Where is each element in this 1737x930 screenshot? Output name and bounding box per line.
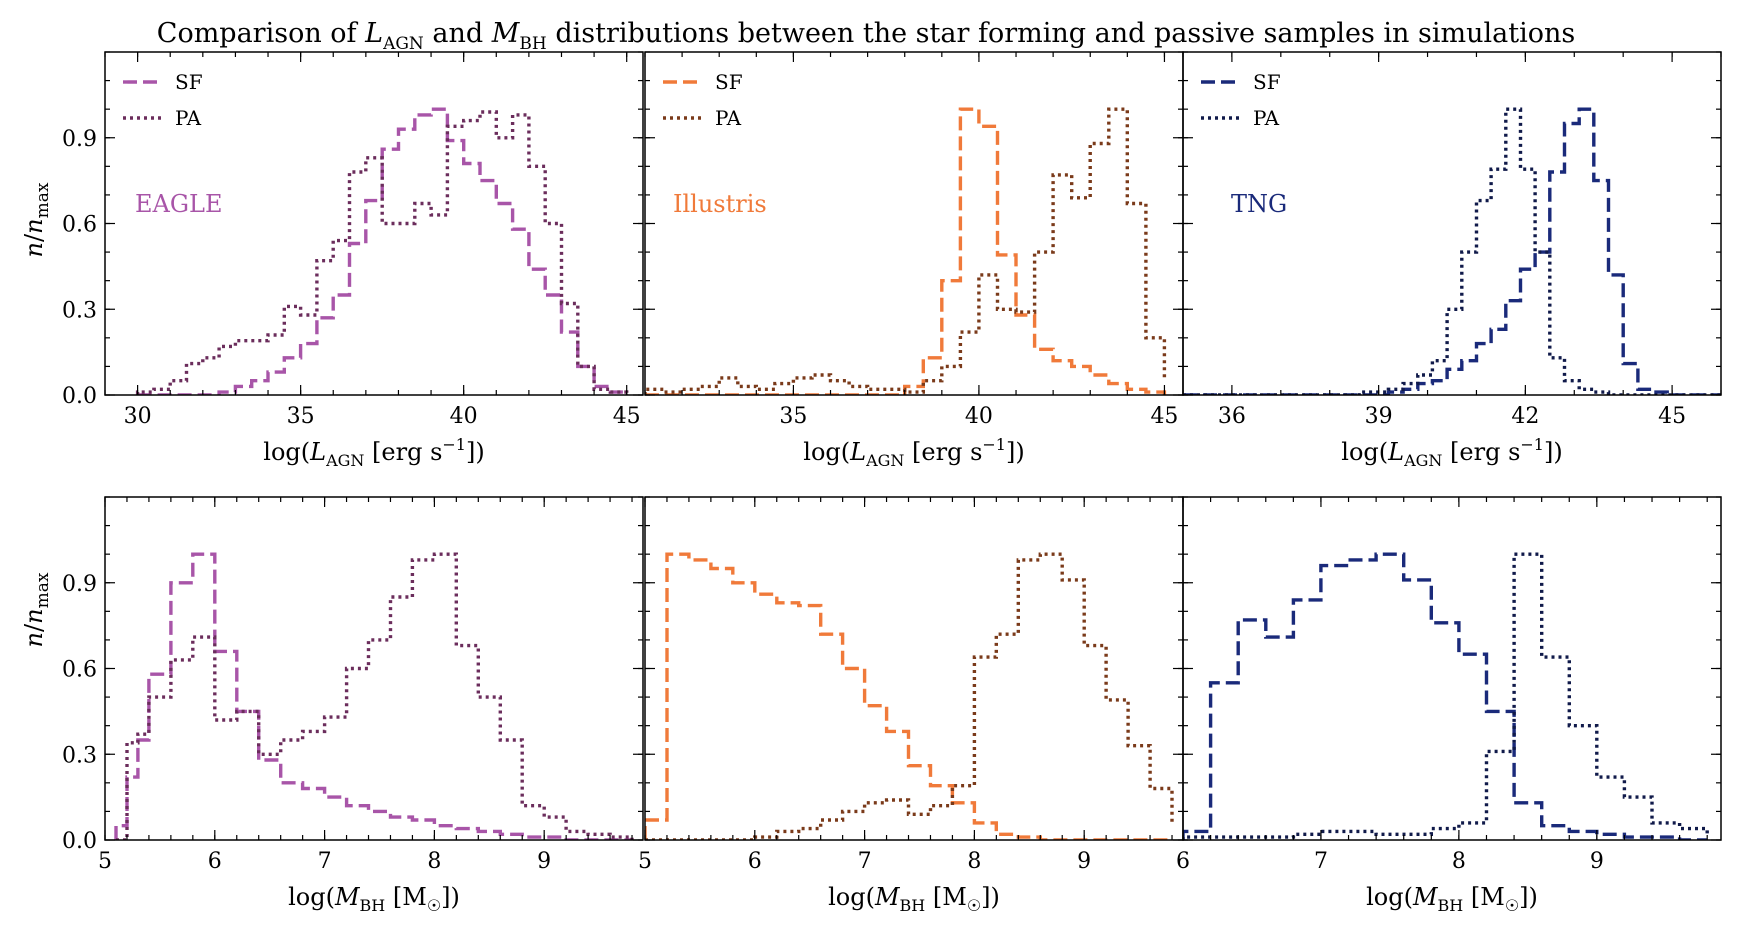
- x-axis-label: log(LAGN [erg s−1]): [1341, 435, 1562, 470]
- series-pa-step: [1183, 552, 1709, 840]
- x-axis-label: log(MBH [M☉]): [828, 883, 1000, 915]
- y-tick-label: 0.0: [62, 829, 97, 854]
- y-tick-label: 0.9: [62, 572, 97, 597]
- title-part-1: Comparison of: [157, 18, 365, 49]
- axes-frame: [104, 51, 644, 396]
- simulation-name: EAGLE: [135, 190, 222, 218]
- x-axis-label: log(MBH [M☉]): [288, 883, 460, 915]
- axes-frame: [644, 496, 1184, 841]
- x-axis-label: log(LAGN [erg s−1]): [263, 435, 484, 470]
- legend: SF PA: [1201, 70, 1281, 130]
- legend: SF PA: [123, 70, 203, 130]
- y-tick-label: 0.6: [62, 213, 97, 238]
- panel-tng-mbh: 6 7 8 9 log(MBH [M☉]): [1176, 496, 1722, 915]
- y-tick-label: 0.3: [62, 743, 97, 768]
- x-tick-label: 35: [287, 404, 315, 429]
- panels: 30 35 40 45 0.0 0.3 0.6 0.9 log(LAGN [erg s−1]) S…: [62, 51, 1722, 915]
- x-tick-label: 8: [1452, 849, 1466, 874]
- panel-eagle-lagn: 30 35 40 45 0.0 0.3 0.6 0.9 log(LAGN [erg s−1]) S…: [62, 51, 644, 470]
- simulation-name: Illustris: [673, 190, 767, 218]
- x-tick-label: 36: [1218, 404, 1246, 429]
- x-tick-label: 7: [318, 849, 332, 874]
- x-tick-label: 6: [1176, 849, 1190, 874]
- panel-eagle-mbh: 5 6 7 8 9 0.0 0.3 0.6 0.9 log(MBH [M☉]): [62, 496, 644, 915]
- x-tick-label: 45: [1150, 404, 1178, 429]
- x-tick-label: 5: [98, 849, 112, 874]
- series-sf-step: [114, 552, 632, 840]
- x-axis-label: log(MBH [M☉]): [1366, 883, 1538, 915]
- legend-pa-label: PA: [715, 106, 742, 130]
- x-tick-label: 7: [1314, 849, 1328, 874]
- x-tick-label: 9: [1077, 849, 1091, 874]
- x-tick-label: 6: [748, 849, 762, 874]
- x-axis-label: log(LAGN [erg s−1]): [803, 435, 1024, 470]
- x-tick-label: 40: [450, 404, 478, 429]
- series-pa-step: [1183, 107, 1721, 395]
- y-tick-label: 0.3: [62, 298, 97, 323]
- y-axis-label-top: n/nmax: [20, 182, 53, 257]
- legend-sf-label: SF: [1253, 70, 1281, 94]
- simulation-name: TNG: [1231, 190, 1287, 218]
- y-axis-label-bottom: n/nmax: [20, 572, 53, 647]
- x-tick-label: 8: [427, 849, 441, 874]
- x-tick-label: 5: [638, 849, 652, 874]
- series-pa-step: [645, 107, 1167, 395]
- axes-frame: [1182, 496, 1722, 841]
- series-pa-step: [116, 552, 634, 840]
- axes-frame: [1182, 51, 1722, 396]
- series-pa-step: [645, 552, 1174, 840]
- series-sf-step: [1183, 107, 1721, 395]
- panel-illustris-lagn: 35 40 45 log(LAGN [erg s−1]) SF PA Illustris: [644, 51, 1184, 470]
- figure-title: Comparison of LAGN and MBH distributions…: [157, 18, 1575, 54]
- series-sf-step: [137, 107, 629, 395]
- x-tick-label: 35: [779, 404, 807, 429]
- y-tick-label: 0.0: [62, 384, 97, 409]
- x-tick-label: 6: [208, 849, 222, 874]
- legend: SF PA: [663, 70, 743, 130]
- x-tick-label: 8: [967, 849, 981, 874]
- x-tick-label: 9: [1590, 849, 1604, 874]
- svg-text:n/nmax: n/nmax: [20, 572, 53, 647]
- x-tick-label: 45: [1658, 404, 1686, 429]
- x-tick-label: 30: [124, 404, 152, 429]
- axes-frame: [644, 51, 1184, 396]
- panel-illustris-mbh: 5 6 7 8 9 log(MBH [M☉]): [638, 496, 1184, 915]
- panel-tng-lagn: 36 39 42 45 log(LAGN [erg s−1]) SF PA TNG: [1182, 51, 1722, 470]
- series-sf-step: [645, 552, 1172, 840]
- y-tick-label: 0.6: [62, 658, 97, 683]
- series-pa-step: [135, 110, 629, 395]
- x-tick-label: 7: [858, 849, 872, 874]
- svg-text:n/nmax: n/nmax: [20, 182, 53, 257]
- legend-sf-label: SF: [175, 70, 203, 94]
- y-tick-label: 0.9: [62, 127, 97, 152]
- legend-pa-label: PA: [175, 106, 202, 130]
- x-tick-label: 42: [1511, 404, 1539, 429]
- axes-frame: [104, 496, 644, 841]
- x-tick-label: 40: [965, 404, 993, 429]
- legend-sf-label: SF: [715, 70, 743, 94]
- series-sf-step: [645, 107, 1167, 395]
- x-tick-label: 9: [537, 849, 551, 874]
- x-tick-label: 39: [1365, 404, 1393, 429]
- x-tick-label: 45: [613, 404, 641, 429]
- legend-pa-label: PA: [1253, 106, 1280, 130]
